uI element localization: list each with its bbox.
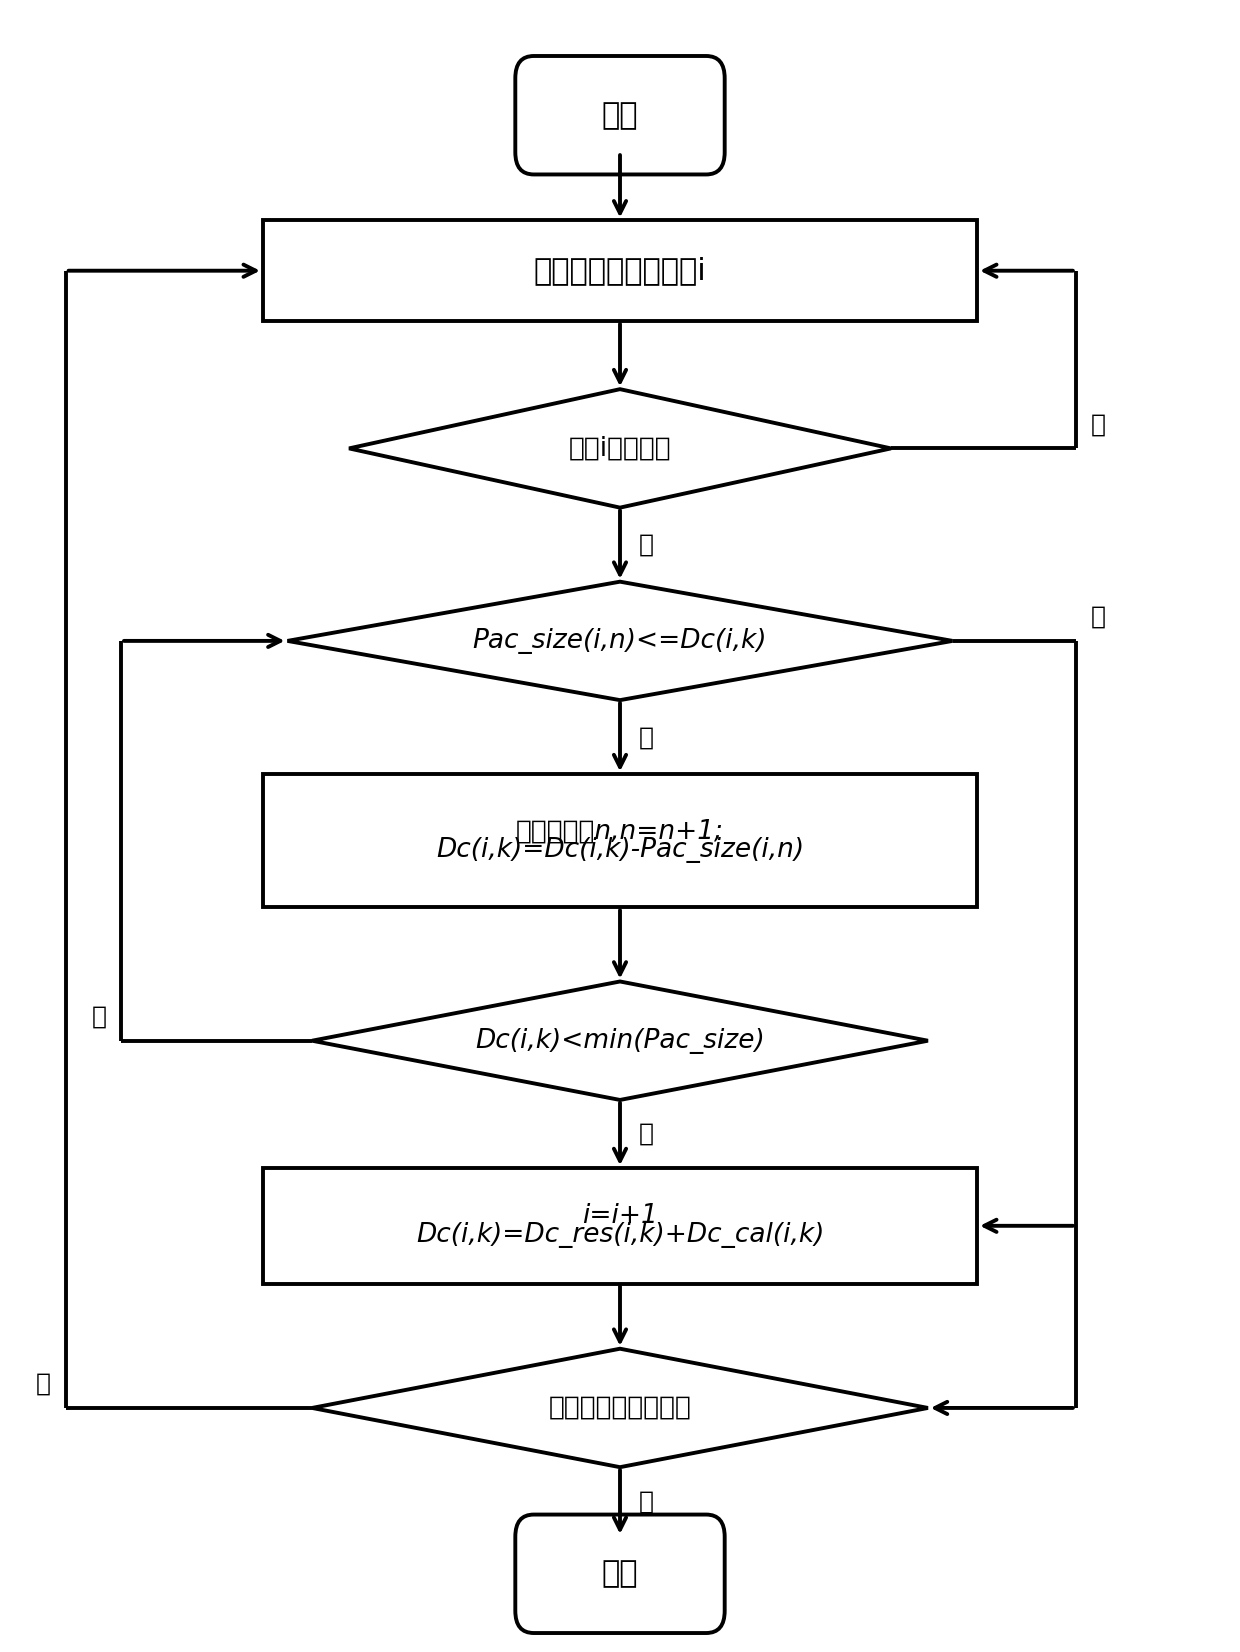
Text: 否: 否 [639,532,653,557]
Text: Dc(i,k)<min(Pac_size): Dc(i,k)<min(Pac_size) [475,1028,765,1054]
FancyBboxPatch shape [516,1515,724,1634]
FancyBboxPatch shape [263,775,977,907]
Text: 是: 是 [1090,413,1106,436]
Text: 否: 否 [92,1004,107,1029]
Text: 发生数据包n,n=n+1;: 发生数据包n,n=n+1; [516,818,724,844]
Text: 否: 否 [1090,605,1106,629]
Polygon shape [312,981,928,1100]
Text: 否: 否 [36,1373,51,1396]
Text: 队列i是否为空: 队列i是否为空 [569,436,671,461]
Polygon shape [312,1348,928,1467]
FancyBboxPatch shape [263,1168,977,1284]
Text: 所有队列是否都为空: 所有队列是否都为空 [548,1394,692,1421]
Text: 是: 是 [639,1490,653,1513]
Text: 是: 是 [639,725,653,748]
Text: 调度服务器服务队列i: 调度服务器服务队列i [533,256,707,286]
FancyBboxPatch shape [263,220,977,320]
FancyBboxPatch shape [516,56,724,175]
Polygon shape [348,390,892,507]
Text: Pac_size(i,n)<=Dc(i,k): Pac_size(i,n)<=Dc(i,k) [472,628,768,654]
Text: 结束: 结束 [601,1559,639,1588]
Text: Dc(i,k)=Dc(i,k)-Pac_size(i,n): Dc(i,k)=Dc(i,k)-Pac_size(i,n) [436,838,804,864]
Text: 开始: 开始 [601,101,639,131]
Polygon shape [288,582,952,700]
Text: 是: 是 [639,1122,653,1146]
Text: i=i+1: i=i+1 [582,1203,658,1229]
Text: Dc(i,k)=Dc_res(i,k)+Dc_cal(i,k): Dc(i,k)=Dc_res(i,k)+Dc_cal(i,k) [415,1222,825,1249]
